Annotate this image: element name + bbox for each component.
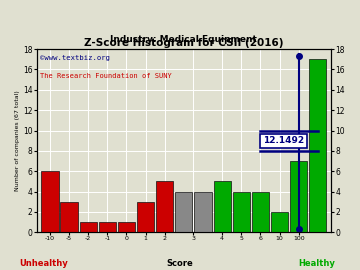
Bar xyxy=(99,222,116,232)
Bar xyxy=(118,222,135,232)
Text: Healthy: Healthy xyxy=(298,259,335,268)
Bar xyxy=(290,161,307,232)
Bar xyxy=(60,202,78,232)
Bar xyxy=(252,192,269,232)
Text: Score: Score xyxy=(167,259,193,268)
Text: Unhealthy: Unhealthy xyxy=(19,259,68,268)
Y-axis label: Number of companies (67 total): Number of companies (67 total) xyxy=(15,90,20,191)
Bar xyxy=(137,202,154,232)
Bar xyxy=(80,222,97,232)
Bar xyxy=(156,181,174,232)
Bar xyxy=(41,171,59,232)
Bar xyxy=(233,192,250,232)
Text: 12.1492: 12.1492 xyxy=(263,136,304,145)
Bar xyxy=(309,59,327,232)
Bar xyxy=(271,212,288,232)
Bar xyxy=(194,192,212,232)
Text: ©www.textbiz.org: ©www.textbiz.org xyxy=(40,55,109,61)
Bar xyxy=(213,181,231,232)
Text: Industry: Medical Equipment: Industry: Medical Equipment xyxy=(111,35,257,44)
Title: Z-Score Histogram for CSII (2016): Z-Score Histogram for CSII (2016) xyxy=(84,38,284,48)
Text: The Research Foundation of SUNY: The Research Foundation of SUNY xyxy=(40,73,171,79)
Bar xyxy=(175,192,193,232)
